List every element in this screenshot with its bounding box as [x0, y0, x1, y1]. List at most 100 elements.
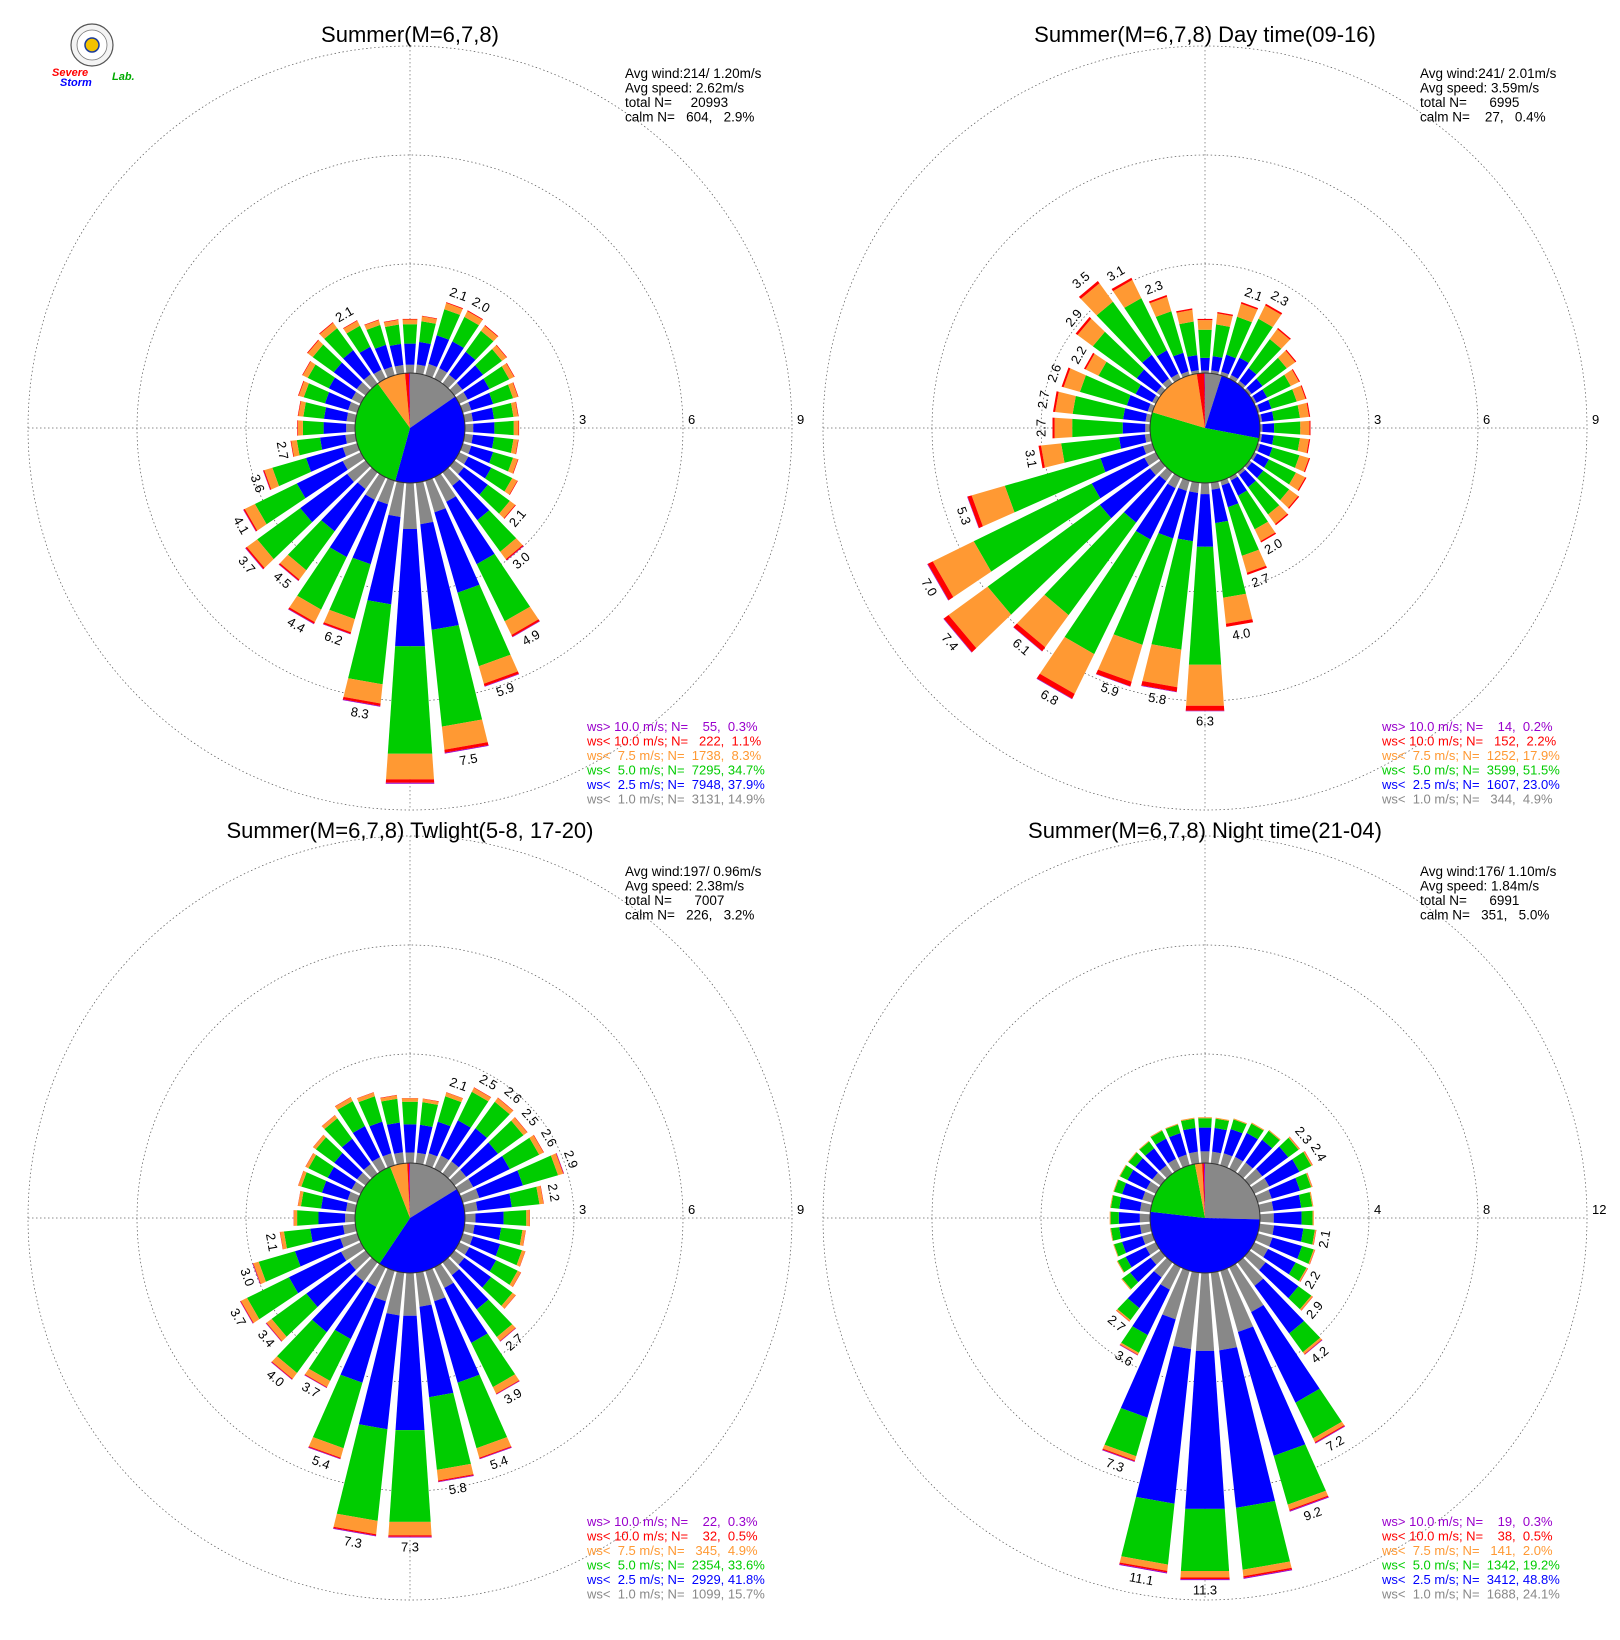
- bar-value-label: 2.1: [448, 284, 470, 304]
- bar-segment: [1246, 565, 1267, 575]
- bar-segment: [321, 1115, 336, 1127]
- bar-dir-130: [449, 460, 516, 519]
- bar-segment: [302, 420, 324, 436]
- bar-value-label: 5.8: [1147, 689, 1167, 707]
- bar-segment: [336, 1424, 388, 1521]
- bar-segment: [476, 1437, 512, 1458]
- bar-segment: [1102, 1448, 1135, 1462]
- bar-segment: [1299, 1192, 1313, 1208]
- bar-segment: [497, 1097, 514, 1111]
- bar-segment: [385, 779, 435, 783]
- bar-segment: [1288, 495, 1300, 509]
- stats-calm: calm N= 604, 2.9%: [625, 110, 754, 125]
- bar-segment: [1312, 1210, 1314, 1226]
- pie-slice: [407, 1163, 410, 1218]
- bar-segment: [457, 1374, 508, 1449]
- bar-segment: [351, 1181, 365, 1194]
- bar-segment: [439, 341, 464, 373]
- bar-dir-20: [425, 302, 464, 378]
- bar-dir-310: [312, 1134, 371, 1186]
- bar-segment: [415, 1271, 432, 1307]
- bar-dir-350: [1176, 308, 1200, 375]
- bar-segment: [1259, 424, 1263, 432]
- bar-dir-0: [401, 1098, 419, 1164]
- bar-segment: [932, 541, 992, 598]
- bar-segment: [1231, 357, 1249, 379]
- bar-dir-240: [927, 452, 1160, 601]
- bar-segment: [515, 439, 519, 455]
- bar-segment: [1211, 356, 1223, 372]
- bar-segment: [1124, 298, 1167, 357]
- bar-segment: [436, 1463, 474, 1481]
- bar-segment: [1180, 1508, 1230, 1571]
- bar-segment: [1288, 1286, 1312, 1310]
- bar-segment: [307, 364, 335, 389]
- bar-dir-270: [1052, 417, 1151, 439]
- bar-segment: [1244, 387, 1252, 396]
- bar-segment: [387, 646, 433, 754]
- bar-segment: [346, 325, 371, 353]
- bar-value-label: 2.1: [263, 1232, 281, 1252]
- bar-segment: [1113, 279, 1142, 308]
- bar-dir-210: [1036, 473, 1181, 700]
- bar-segment: [444, 742, 489, 753]
- bar-segment: [1268, 505, 1288, 524]
- bar-segment: [342, 443, 360, 457]
- bar-segment: [405, 364, 415, 374]
- bar-segment: [1159, 1165, 1173, 1179]
- bar-segment: [367, 1263, 386, 1287]
- bar-segment: [1077, 318, 1105, 347]
- bar-segment: [1201, 370, 1209, 374]
- bar-segment: [321, 1196, 348, 1212]
- bar-segment: [1250, 452, 1257, 461]
- bar-segment: [1253, 453, 1269, 468]
- bar-segment: [328, 377, 356, 400]
- bar-segment: [973, 483, 1101, 572]
- pie-slice: [1203, 1163, 1205, 1218]
- bar-segment: [1306, 402, 1311, 417]
- bar-segment: [1298, 1267, 1308, 1282]
- bar-dir-230: [943, 460, 1166, 653]
- bar-segment: [1240, 302, 1259, 310]
- bar-segment: [402, 318, 418, 320]
- bar-segment: [358, 1096, 383, 1127]
- bar-segment: [347, 1191, 360, 1203]
- bar-segment: [445, 1092, 463, 1103]
- bar-value-label: 2.1: [448, 1074, 470, 1094]
- stats-avg-wind: Avg wind:214/ 1.20m/s: [625, 66, 762, 81]
- bar-segment: [1120, 1314, 1176, 1418]
- panel-title: Summer(M=6,7,8) Day time(09-16): [1034, 22, 1376, 47]
- bar-segment: [1274, 421, 1301, 435]
- bar-segment: [446, 302, 464, 309]
- bar-segment: [302, 361, 316, 378]
- bar-segment: [1251, 1122, 1265, 1131]
- bar-segment: [511, 619, 540, 637]
- bar-value-label: 8.3: [350, 704, 370, 722]
- bar-segment: [356, 382, 371, 396]
- bar-dir-140: [1237, 1257, 1323, 1355]
- bar-value-label: 3.0: [237, 1266, 257, 1288]
- bar-segment: [1098, 361, 1141, 394]
- bar-segment: [1304, 1339, 1323, 1355]
- bar-segment: [1265, 303, 1283, 315]
- bar-segment: [243, 508, 258, 532]
- bar-segment: [1271, 1194, 1302, 1211]
- bar-segment: [1295, 455, 1309, 472]
- bar-dir-10: [1210, 312, 1233, 375]
- bar-dir-140: [442, 467, 524, 561]
- bar-segment: [415, 1152, 426, 1165]
- bar-segment: [1140, 1202, 1152, 1213]
- bar-value-label: 6.3: [1196, 713, 1214, 728]
- bar-dir-290: [1061, 367, 1155, 413]
- bar-segment: [1075, 316, 1092, 335]
- bar-dir-50: [1244, 349, 1297, 396]
- bar-segment: [1272, 435, 1300, 451]
- bar-segment: [289, 595, 322, 623]
- bar-segment: [1220, 1153, 1233, 1168]
- bar-segment: [1273, 1444, 1326, 1505]
- bar-segment: [1091, 457, 1149, 499]
- bar-segment: [509, 1270, 521, 1287]
- bar-segment: [1063, 368, 1086, 392]
- bar-segment: [1306, 1172, 1313, 1188]
